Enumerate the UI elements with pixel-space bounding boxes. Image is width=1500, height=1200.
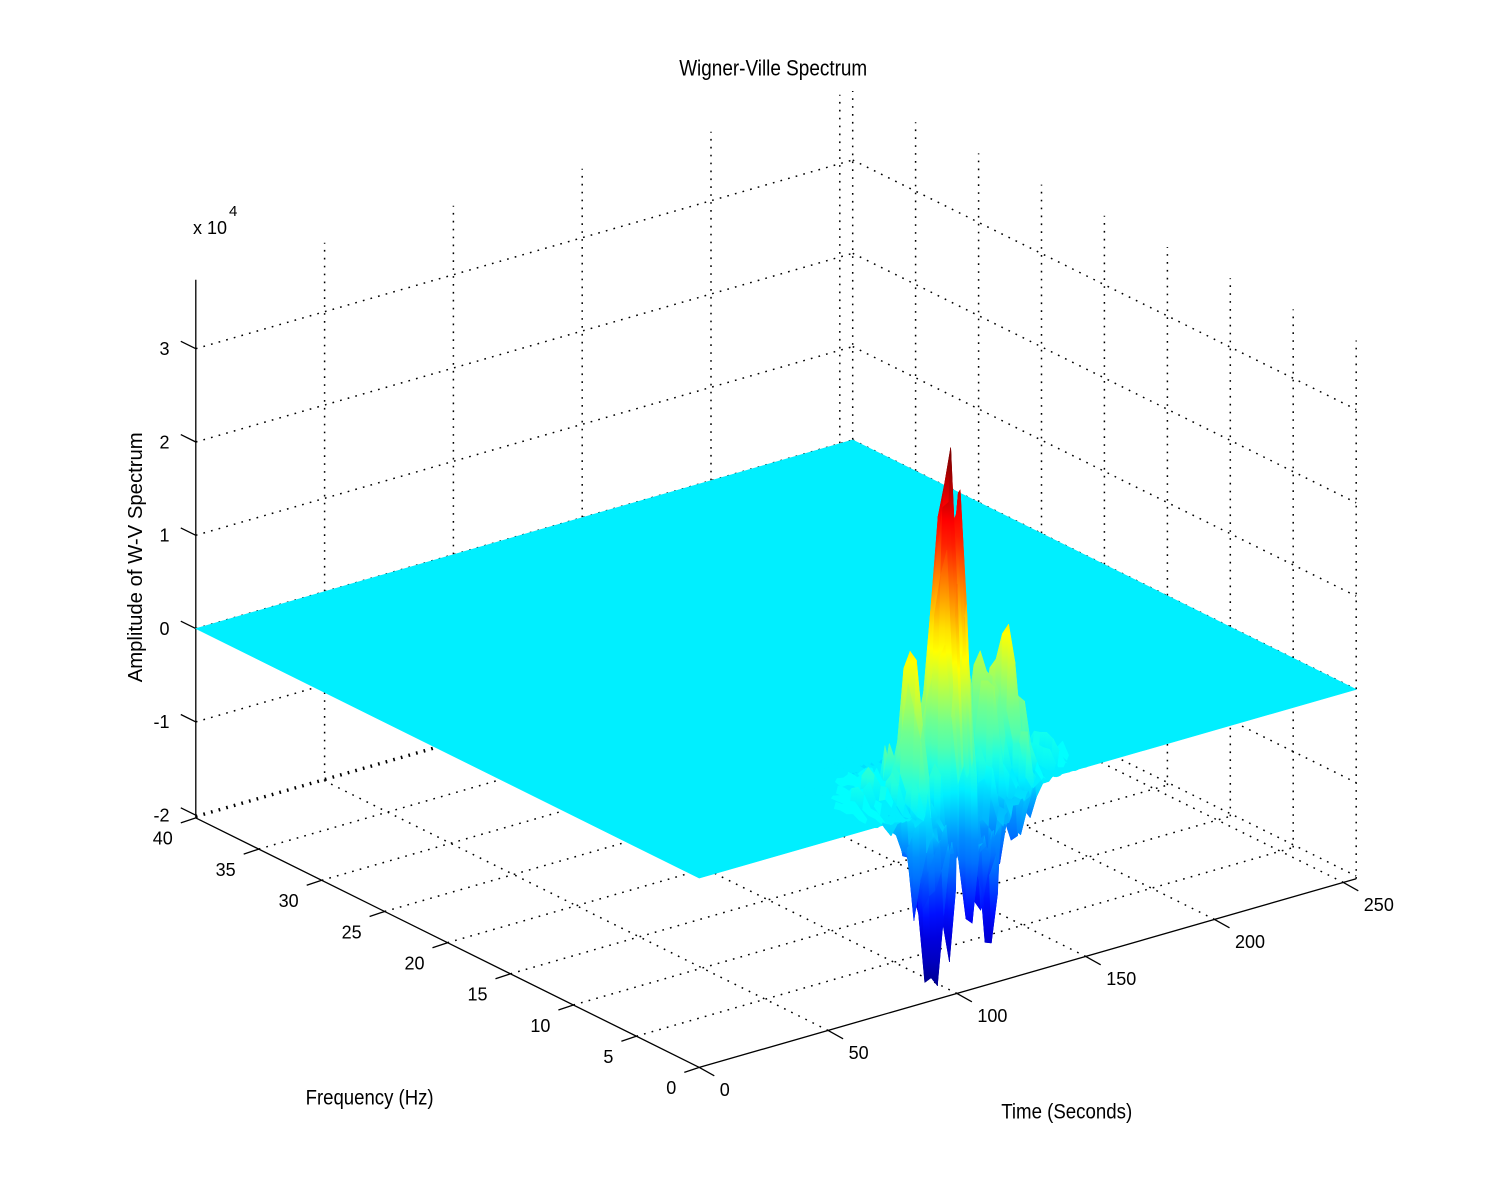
svg-text:1: 1: [159, 526, 169, 546]
svg-text:Wigner-Ville Spectrum: Wigner-Ville Spectrum: [679, 56, 867, 81]
svg-text:250: 250: [1364, 895, 1394, 915]
svg-text:30: 30: [279, 891, 299, 911]
svg-text:0: 0: [720, 1080, 730, 1100]
svg-text:-1: -1: [153, 712, 169, 732]
svg-text:5: 5: [603, 1047, 613, 1067]
svg-text:25: 25: [342, 922, 362, 942]
svg-text:100: 100: [977, 1006, 1007, 1026]
svg-text:x 10: x 10: [193, 218, 227, 238]
svg-text:4: 4: [229, 203, 237, 220]
svg-text:20: 20: [404, 954, 424, 974]
svg-text:0: 0: [159, 619, 169, 639]
svg-text:50: 50: [849, 1043, 869, 1063]
svg-text:40: 40: [153, 829, 173, 849]
svg-text:Time (Seconds): Time (Seconds): [1001, 1101, 1132, 1124]
svg-text:150: 150: [1106, 969, 1136, 989]
svg-text:3: 3: [159, 339, 169, 359]
svg-text:0: 0: [666, 1078, 676, 1098]
svg-text:10: 10: [530, 1016, 550, 1036]
svg-text:200: 200: [1235, 932, 1265, 952]
svg-text:-2: -2: [153, 806, 169, 826]
svg-text:2: 2: [159, 432, 169, 452]
svg-text:15: 15: [467, 985, 487, 1005]
svg-text:Amplitude of W-V Spectrum: Amplitude of W-V Spectrum: [125, 432, 147, 682]
svg-text:Frequency (Hz): Frequency (Hz): [306, 1087, 434, 1110]
svg-text:35: 35: [216, 860, 236, 880]
